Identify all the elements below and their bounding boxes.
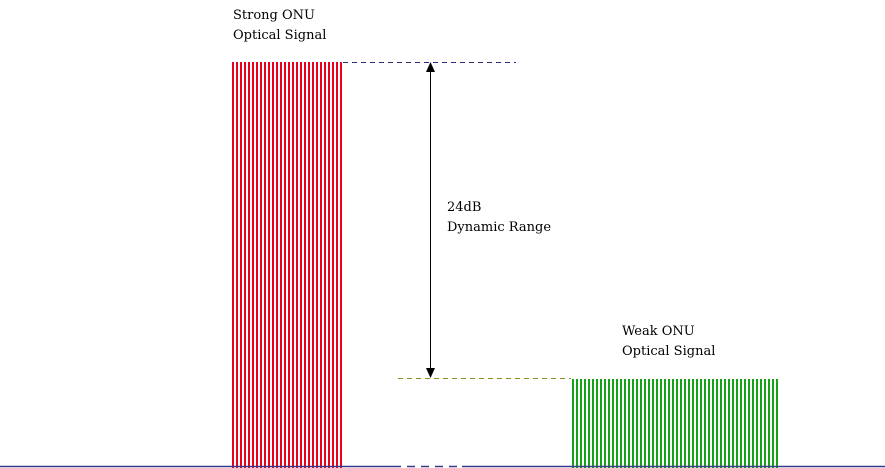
dynamic-range-value: 24dB xyxy=(447,200,482,215)
strong-signal-label-line2: Optical Signal xyxy=(233,28,327,43)
strong-signal-label: Strong ONU Optical Signal xyxy=(233,6,326,46)
weak-signal-bar xyxy=(571,379,779,468)
strong-signal-label-line1: Strong ONU xyxy=(233,8,315,23)
dynamic-range-caption: Dynamic Range xyxy=(447,220,552,235)
weak-signal-label-line2: Optical Signal xyxy=(622,344,716,359)
strong-signal-bar xyxy=(231,62,343,468)
dynamic-range-label: 24dB Dynamic Range xyxy=(447,198,551,238)
weak-signal-label-line1: Weak ONU xyxy=(622,324,695,339)
weak-signal-label: Weak ONU Optical Signal xyxy=(622,322,715,362)
dynamic-range-arrow xyxy=(426,62,435,378)
